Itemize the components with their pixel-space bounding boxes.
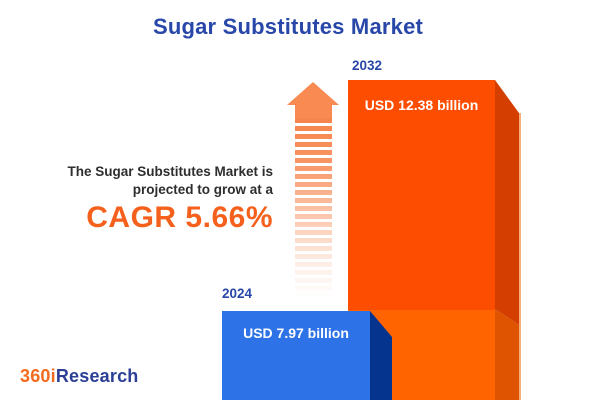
brand-logo-suffix: Research: [55, 366, 139, 386]
brand-logo-prefix: 360i: [20, 366, 56, 386]
year-label-2024: 2024: [222, 286, 253, 301]
chart-title: Sugar Substitutes Market: [152, 14, 424, 39]
annotation-line-2: projected to grow at a: [132, 181, 273, 197]
bar-2032: [348, 80, 521, 400]
cagr-value: CAGR 5.66%: [86, 201, 273, 234]
annotation-line-1: The Sugar Substitutes Market is: [67, 164, 273, 179]
growth-arrow-fade: [293, 116, 334, 298]
value-label-2032: USD 12.38 billion: [364, 97, 479, 113]
bar-2024: [222, 311, 392, 400]
year-label-2032: 2032: [352, 58, 383, 73]
annotation-block: The Sugar Substitutes Market is projecte…: [0, 163, 273, 235]
growth-arrow-icon: [287, 82, 339, 119]
value-label-2024: USD 7.97 billion: [243, 325, 349, 341]
brand-logo: 360iResearch: [20, 366, 139, 387]
